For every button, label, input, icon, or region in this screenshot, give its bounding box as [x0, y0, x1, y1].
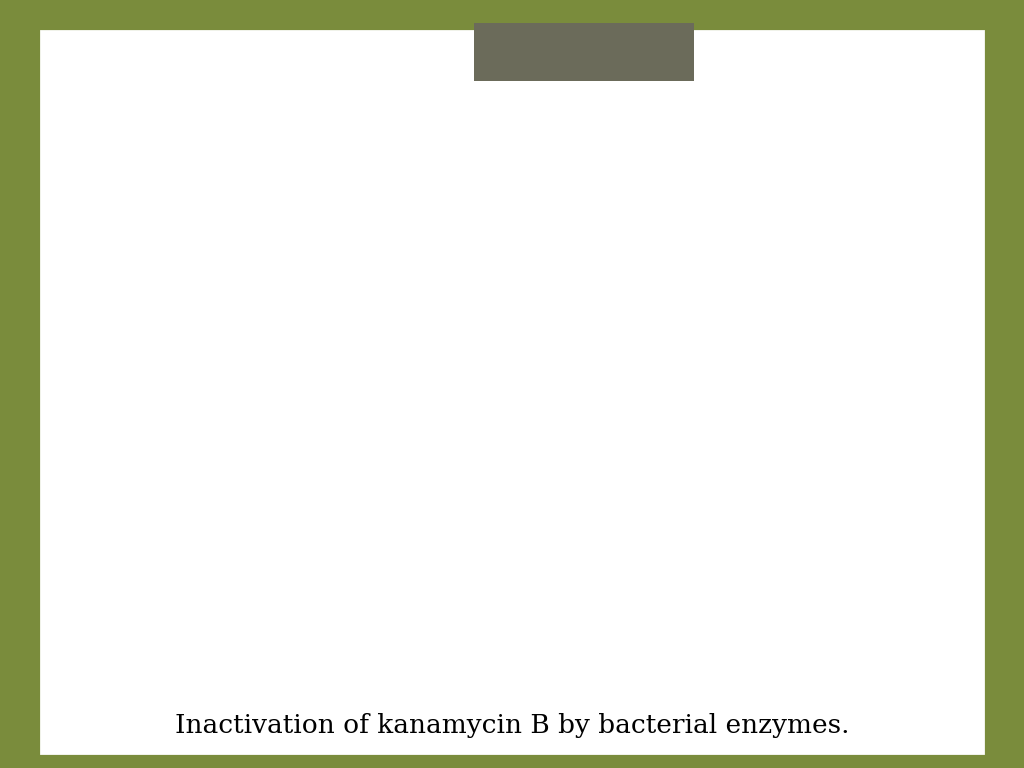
Text: HO: HO	[238, 270, 261, 283]
Text: 4': 4'	[736, 215, 749, 230]
Text: H₂N: H₂N	[353, 294, 383, 309]
Text: O: O	[420, 198, 431, 212]
Text: AAC-6': AAC-6'	[858, 416, 920, 434]
Text: 3': 3'	[653, 233, 666, 247]
Text: III: III	[248, 304, 269, 323]
Text: 6: 6	[462, 237, 471, 250]
Text: ANT-2", APH-2": ANT-2", APH-2"	[102, 416, 244, 434]
Text: 2': 2'	[605, 277, 618, 291]
Text: OH: OH	[367, 198, 390, 212]
Text: 1": 1"	[397, 247, 412, 261]
Text: APH-3': APH-3'	[609, 84, 672, 102]
Text: ANT-4': ANT-4'	[830, 178, 891, 197]
Text: 5": 5"	[390, 156, 406, 170]
Text: OH: OH	[471, 100, 494, 114]
Text: 6': 6'	[838, 266, 850, 280]
Text: I: I	[697, 341, 705, 359]
Text: H₂N: H₂N	[556, 270, 586, 284]
Text: O: O	[736, 331, 748, 345]
Text: H₂N: H₂N	[182, 201, 213, 215]
Text: 2": 2"	[299, 248, 314, 262]
Text: NH₂: NH₂	[567, 381, 597, 396]
Text: 6": 6"	[431, 114, 444, 127]
Text: O: O	[628, 313, 638, 327]
Text: II: II	[479, 397, 494, 415]
Text: OH: OH	[830, 219, 853, 233]
Text: 5: 5	[561, 241, 569, 255]
Text: 3": 3"	[264, 201, 279, 215]
Text: AAC-3: AAC-3	[507, 476, 563, 494]
Text: 2: 2	[450, 352, 459, 366]
Text: 1: 1	[445, 296, 454, 310]
Text: 4: 4	[589, 293, 597, 306]
Text: ANT-4": ANT-4"	[148, 84, 212, 102]
Text: Inactivation of kanamycin B by bacterial enzymes.: Inactivation of kanamycin B by bacterial…	[175, 713, 849, 738]
Text: OH: OH	[510, 261, 534, 275]
Text: 1': 1'	[653, 343, 666, 357]
Text: 3: 3	[536, 357, 544, 372]
Text: HO: HO	[584, 191, 607, 205]
Text: NH₂: NH₂	[871, 311, 901, 325]
Text: HO: HO	[214, 152, 238, 167]
Text: 5': 5'	[784, 264, 797, 278]
Text: O: O	[423, 219, 434, 233]
Text: 4": 4"	[287, 156, 302, 170]
